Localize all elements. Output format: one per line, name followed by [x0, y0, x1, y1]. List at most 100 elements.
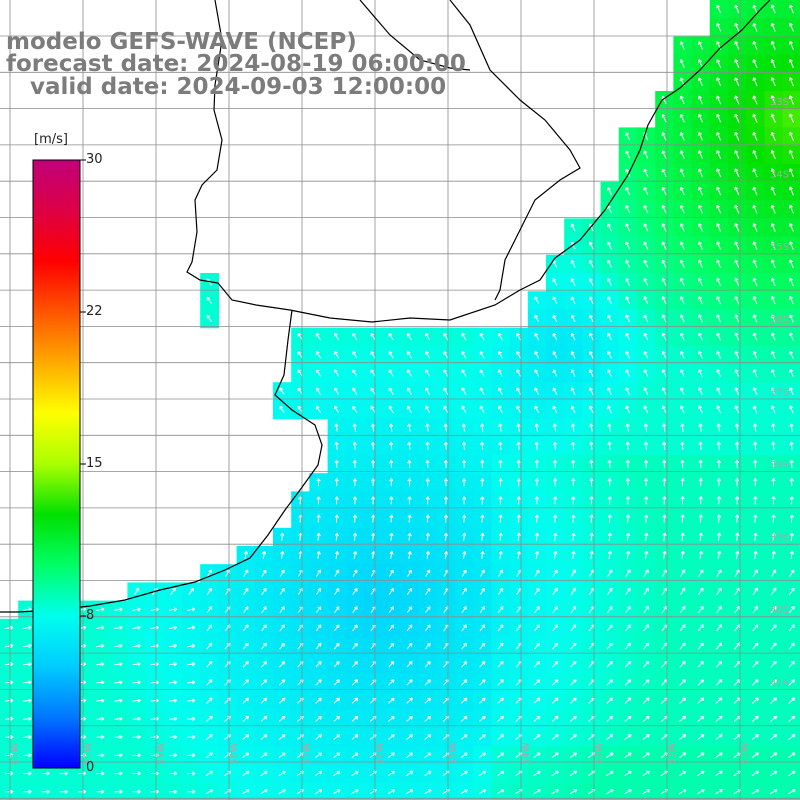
lon-label: 58W — [229, 742, 240, 765]
wind-arrow — [770, 59, 776, 69]
model-title: modelo GEFS-WAVE (NCEP) — [6, 29, 357, 55]
wind-arrow — [642, 679, 650, 686]
wind-arrow — [497, 715, 504, 722]
wind-arrow — [96, 643, 105, 648]
wind-arrow — [789, 350, 794, 359]
wind-arrow — [697, 77, 703, 87]
wind-arrow — [734, 350, 740, 359]
wind-arrow — [497, 351, 503, 359]
wind-arrow — [352, 423, 357, 432]
wind-arrow — [114, 789, 123, 794]
wind-arrow — [23, 680, 32, 685]
colorbar-unit: [m/s] — [34, 132, 68, 147]
wind-arrow — [569, 752, 577, 759]
wind-arrow — [679, 624, 686, 632]
wind-arrow — [643, 459, 649, 469]
wind-arrow — [770, 660, 777, 668]
wind-arrow — [626, 532, 631, 541]
wind-arrow — [588, 278, 594, 286]
wind-arrow — [734, 587, 740, 596]
wind-arrow — [788, 149, 794, 160]
wind-arrow — [698, 350, 703, 359]
wind-arrow — [388, 332, 394, 341]
wind-arrow — [607, 587, 613, 596]
wind-arrow — [388, 569, 394, 577]
wind-arrow — [589, 459, 594, 469]
wind-arrow — [242, 752, 250, 759]
wind-arrow — [661, 241, 667, 250]
wind-arrow — [23, 734, 32, 740]
wind-arrow — [334, 478, 339, 487]
wind-arrow — [679, 605, 686, 614]
wind-arrow — [734, 441, 740, 450]
wind-arrow — [206, 587, 212, 595]
wind-arrow — [662, 514, 667, 523]
wind-arrow — [187, 771, 196, 776]
wind-arrow — [334, 405, 340, 414]
wind-arrow — [370, 460, 376, 468]
wind-arrow — [425, 532, 430, 541]
wind-arrow — [662, 441, 667, 450]
wind-arrow — [496, 789, 505, 795]
lat-label: 41S — [770, 678, 789, 689]
wind-arrow — [351, 789, 359, 795]
wind-arrow — [552, 642, 559, 650]
wind-arrow — [715, 679, 723, 686]
wind-arrow — [643, 496, 649, 505]
wind-arrow — [716, 405, 721, 414]
wind-arrow — [352, 624, 358, 632]
wind-arrow — [680, 532, 685, 541]
wind-arrow — [516, 387, 521, 395]
wind-arrow — [59, 771, 68, 776]
wind-arrow — [279, 387, 285, 395]
wind-arrow — [752, 295, 758, 305]
lon-label: 57W — [302, 742, 313, 765]
wind-arrow — [552, 351, 558, 359]
wind-arrow — [571, 478, 576, 487]
wind-arrow — [443, 405, 449, 414]
wind-arrow — [406, 642, 413, 650]
wind-arrow — [697, 734, 705, 740]
wind-arrow — [570, 369, 576, 377]
wind-arrow — [788, 40, 794, 50]
wind-arrow — [624, 789, 632, 795]
wind-arrow — [278, 752, 286, 759]
wind-arrow — [150, 789, 159, 794]
lat-label: 33S — [770, 97, 789, 108]
wind-arrow — [187, 680, 196, 685]
wind-arrow — [334, 387, 340, 395]
wind-arrow — [625, 205, 631, 214]
wind-arrow — [552, 314, 558, 323]
wind-arrow — [661, 387, 667, 396]
wind-arrow — [278, 770, 286, 777]
wind-arrow — [589, 423, 594, 432]
wind-arrow — [168, 716, 178, 721]
wind-arrow — [424, 715, 432, 722]
wind-arrow — [405, 789, 414, 795]
wind-arrow — [607, 514, 612, 523]
wind-arrow — [553, 532, 558, 541]
wind-arrow — [788, 697, 796, 704]
wind-arrow — [406, 734, 413, 740]
wind-arrow — [260, 697, 268, 704]
wind-arrow — [752, 624, 759, 632]
wind-arrow — [516, 332, 521, 341]
wind-arrow — [643, 259, 649, 268]
wind-arrow — [752, 605, 759, 614]
wind-arrow — [534, 314, 540, 323]
wind-arrow — [533, 715, 541, 722]
wind-arrow — [716, 259, 722, 268]
wind-arrow — [77, 771, 87, 776]
wind-arrow — [697, 587, 704, 596]
wind-arrow — [533, 697, 541, 704]
wind-arrow — [715, 789, 723, 795]
wind-arrow — [789, 514, 794, 523]
wind-arrow — [589, 350, 594, 359]
wind-arrow — [697, 131, 703, 141]
wind-arrow — [132, 643, 141, 648]
wind-arrow — [679, 277, 685, 287]
wind-arrow — [407, 551, 412, 559]
wind-arrow — [661, 350, 667, 359]
wind-arrow — [497, 369, 503, 377]
wind-arrow — [243, 550, 249, 559]
